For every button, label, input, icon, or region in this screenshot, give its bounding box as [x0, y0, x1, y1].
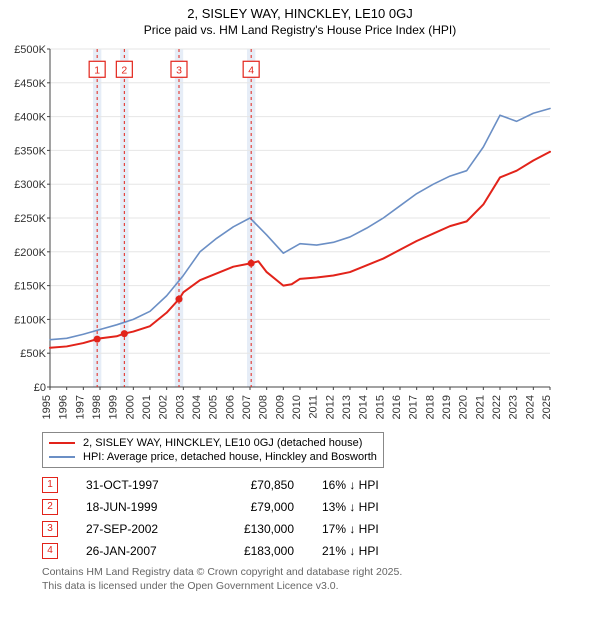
x-tick-label: 2019 — [441, 395, 453, 419]
x-tick-label: 2017 — [408, 395, 420, 419]
y-tick-label: £150K — [14, 281, 46, 293]
marker-number: 4 — [248, 64, 254, 76]
marker-number: 1 — [94, 64, 100, 76]
x-tick-label: 2014 — [358, 395, 370, 419]
y-tick-label: £50K — [20, 348, 46, 360]
legend-swatch — [49, 442, 75, 444]
x-tick-label: 2000 — [124, 395, 136, 419]
tx-hpi: 16% ↓ HPI — [322, 478, 412, 492]
tx-number-box: 4 — [42, 543, 58, 559]
tx-price: £70,850 — [214, 478, 294, 492]
tx-hpi: 17% ↓ HPI — [322, 522, 412, 536]
marker-number: 2 — [121, 64, 127, 76]
chart: £0 £50K £100K £150K £200K £250K £300K £350K £400… — [8, 43, 592, 428]
transactions-table: 1 31-OCT-1997 £70,850 16% ↓ HPI 2 18-JUN-1999… — [42, 474, 600, 562]
x-tick-label: 2012 — [324, 395, 336, 419]
x-tick-label: 2007 — [241, 395, 253, 419]
legend-label: HPI: Average price, detached house, Hinc… — [83, 451, 377, 463]
footer-line-1: Contains HM Land Registry data © Crown c… — [42, 566, 600, 580]
tx-price: £130,000 — [214, 522, 294, 536]
x-tick-label: 1999 — [108, 395, 120, 419]
x-tick-label: 2008 — [258, 395, 270, 419]
y-tick-label: £450K — [14, 78, 46, 90]
tx-number-box: 3 — [42, 521, 58, 537]
x-tick-label: 2015 — [374, 395, 386, 419]
x-tick-label: 2021 — [474, 395, 486, 419]
legend-row: 2, SISLEY WAY, HINCKLEY, LE10 0GJ (detac… — [49, 436, 377, 450]
x-tick-label: 2001 — [141, 395, 153, 419]
y-tick-label: £200K — [14, 247, 46, 259]
y-tick-label: £100K — [14, 314, 46, 326]
marker-dot — [121, 330, 128, 337]
y-tick-label: £350K — [14, 145, 46, 157]
tx-date: 26-JAN-2007 — [86, 544, 186, 558]
x-tick-label: 1995 — [41, 395, 53, 419]
tx-date: 27-SEP-2002 — [86, 522, 186, 536]
x-tick-label: 2003 — [174, 395, 186, 419]
tx-number-box: 2 — [42, 499, 58, 515]
x-tick-label: 2018 — [424, 395, 436, 419]
x-tick-label: 2006 — [224, 395, 236, 419]
legend: 2, SISLEY WAY, HINCKLEY, LE10 0GJ (detac… — [42, 432, 384, 468]
marker-dot — [176, 296, 183, 303]
x-tick-label: 2016 — [391, 395, 403, 419]
tx-date: 31-OCT-1997 — [86, 478, 186, 492]
marker-dot — [94, 336, 101, 343]
y-tick-label: £300K — [14, 179, 46, 191]
tx-price: £79,000 — [214, 500, 294, 514]
x-tick-label: 1996 — [58, 395, 70, 419]
tx-row: 3 27-SEP-2002 £130,000 17% ↓ HPI — [42, 518, 600, 540]
legend-label: 2, SISLEY WAY, HINCKLEY, LE10 0GJ (detac… — [83, 437, 362, 449]
x-tick-label: 1997 — [74, 395, 86, 419]
tx-row: 4 26-JAN-2007 £183,000 21% ↓ HPI — [42, 540, 600, 562]
x-tick-label: 2023 — [508, 395, 520, 419]
tx-hpi: 13% ↓ HPI — [322, 500, 412, 514]
x-tick-label: 2004 — [191, 395, 203, 419]
tx-date: 18-JUN-1999 — [86, 500, 186, 514]
chart-svg: £0 £50K £100K £150K £200K £250K £300K £350K £400… — [8, 43, 556, 423]
footer-line-2: This data is licensed under the Open Gov… — [42, 580, 600, 594]
tx-price: £183,000 — [214, 544, 294, 558]
tx-row: 1 31-OCT-1997 £70,850 16% ↓ HPI — [42, 474, 600, 496]
x-tick-label: 2009 — [274, 395, 286, 419]
tx-row: 2 18-JUN-1999 £79,000 13% ↓ HPI — [42, 496, 600, 518]
x-tick-label: 2024 — [524, 395, 536, 419]
y-tick-label: £0 — [34, 382, 46, 394]
x-tick-label: 2011 — [308, 395, 320, 419]
x-tick-label: 2005 — [208, 395, 220, 419]
x-tick-label: 2022 — [491, 395, 503, 419]
footer: Contains HM Land Registry data © Crown c… — [42, 566, 600, 593]
marker-dot — [248, 260, 255, 267]
legend-swatch — [49, 456, 75, 458]
marker-number: 3 — [176, 64, 182, 76]
x-tick-label: 2025 — [541, 395, 553, 419]
x-tick-label: 1998 — [91, 395, 103, 419]
chart-bg — [8, 43, 556, 423]
page-title: 2, SISLEY WAY, HINCKLEY, LE10 0GJ — [0, 6, 600, 21]
x-tick-label: 2020 — [458, 395, 470, 419]
x-tick-label: 2013 — [341, 395, 353, 419]
x-tick-label: 2010 — [291, 395, 303, 419]
x-tick-label: 2002 — [158, 395, 170, 419]
y-tick-label: £400K — [14, 112, 46, 124]
tx-number-box: 1 — [42, 477, 58, 493]
y-tick-label: £250K — [14, 213, 46, 225]
tx-hpi: 21% ↓ HPI — [322, 544, 412, 558]
legend-row: HPI: Average price, detached house, Hinc… — [49, 450, 377, 464]
y-tick-label: £500K — [14, 44, 46, 56]
page-subtitle: Price paid vs. HM Land Registry's House … — [0, 23, 600, 37]
